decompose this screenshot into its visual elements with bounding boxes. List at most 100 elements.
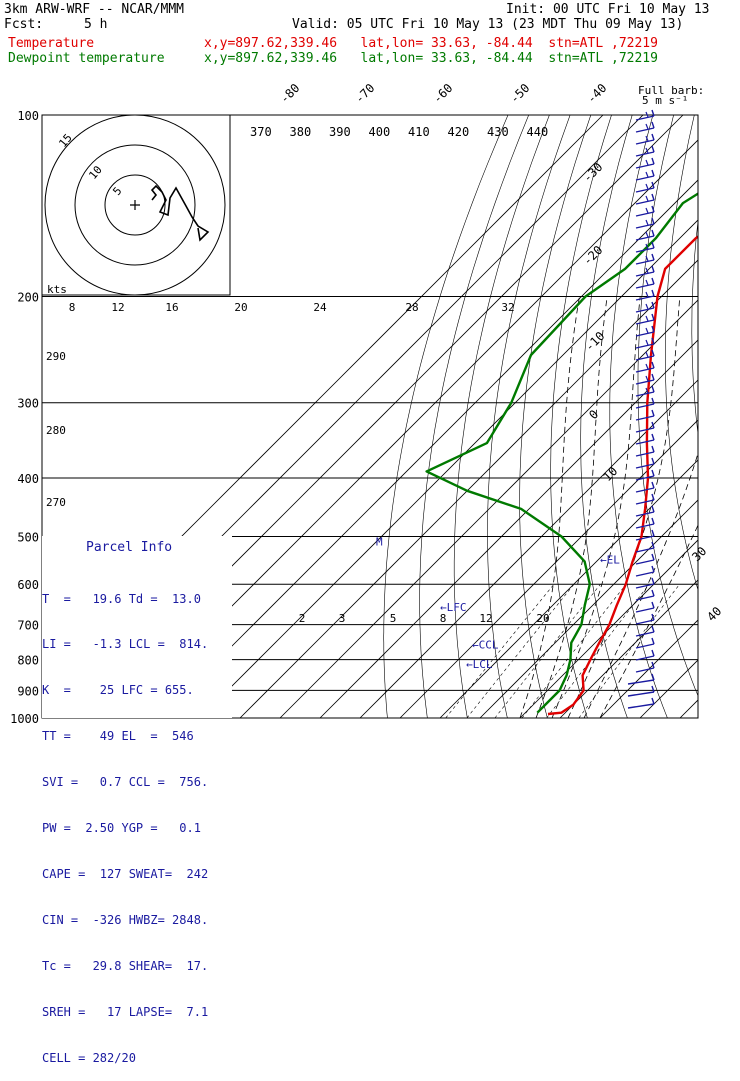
wind-barb (635, 313, 655, 325)
isotherm-label: 40 (704, 604, 724, 624)
pressure-label: 300 (17, 397, 39, 411)
wind-barb-flag (651, 241, 655, 249)
hodograph-speed-label: 8 (69, 301, 76, 314)
wind-barb (635, 337, 655, 349)
wind-barb-flag (651, 625, 655, 633)
wind-barb (635, 625, 655, 637)
isotherm-line (239, 259, 698, 718)
wind-barb (635, 433, 655, 445)
dry-adiabat-line (383, 115, 509, 718)
wind-barb-flag (651, 601, 655, 609)
wind-barb-staff (635, 631, 655, 637)
temperature-station-info: x,y=897.62,339.46 lat,lon= 33.63, -84.44… (204, 36, 658, 51)
wind-barb-staff (627, 679, 655, 685)
wind-barb-flag (651, 277, 655, 285)
wind-barb-staff (635, 499, 655, 505)
wind-barb-staff (635, 367, 655, 373)
wind-barb-flag (645, 327, 649, 334)
wind-barb (627, 697, 655, 709)
wind-barb-flag (645, 279, 649, 286)
wind-barb-flag (651, 685, 655, 693)
parcel-info-bg (42, 536, 232, 718)
wind-barb-staff (635, 331, 655, 337)
wind-barb-staff (635, 571, 655, 577)
wind-barb (635, 145, 655, 157)
wind-barb (635, 181, 655, 193)
isotherm-line (519, 539, 698, 718)
wind-barb-flag (651, 145, 655, 153)
wind-barb (635, 481, 655, 493)
wind-barb-staff (635, 343, 655, 349)
wind-barb-flag (651, 337, 655, 345)
theta-label: 270 (46, 496, 66, 509)
wind-barb-flag (651, 361, 655, 369)
wind-barb-staff (635, 607, 655, 613)
wind-barb (635, 361, 655, 373)
wind-barb (635, 589, 655, 601)
wind-barb (627, 685, 655, 697)
wind-barb (635, 265, 655, 277)
dewpoint-legend: Dewpoint temperature (8, 51, 165, 66)
wind-barb-staff (635, 211, 655, 217)
wind-barb-staff (635, 115, 655, 121)
wind-barb-flag (651, 409, 655, 417)
mixing-ratio-label: 2 (299, 612, 306, 625)
wind-barb-staff (635, 583, 655, 589)
wind-barb-flag (645, 243, 649, 250)
parcel-row: CIN = -326 HWBZ= 2848. (42, 912, 209, 927)
wind-barb-flag (645, 303, 649, 310)
dry-adiabat-line (487, 115, 571, 718)
temperature-line (547, 235, 698, 716)
wind-barb (635, 469, 655, 481)
wind-barb (635, 109, 655, 121)
pressure-label: 1000 (10, 712, 39, 726)
wind-barb-flag (645, 291, 649, 298)
dry-adiabat-line (550, 115, 612, 718)
wind-barb (635, 133, 655, 145)
wind-barb-flag (651, 385, 655, 393)
wind-barb-staff (635, 295, 655, 301)
wind-barb-flag (651, 613, 655, 621)
parcel-row: TT = 49 EL = 546 (42, 729, 194, 744)
wind-barb-flag (645, 207, 649, 214)
parcel-info-title: Parcel Info (86, 540, 173, 555)
wind-barb-staff (635, 415, 655, 421)
wind-barb-flag (645, 111, 649, 118)
wind-barb (635, 457, 655, 469)
wind-barb-staff (635, 391, 655, 397)
parcel-row: CELL = 282/20 (42, 1050, 136, 1065)
pressure-label: 900 (17, 684, 39, 698)
level-annotation: ←EL (600, 554, 620, 567)
wind-barb-staff (635, 199, 655, 205)
wind-barb-flag (651, 553, 655, 561)
wind-barb (635, 205, 655, 217)
plot-frame (41, 114, 699, 719)
wind-barb-flag (651, 589, 655, 597)
wind-barb-flag (645, 135, 649, 142)
model-title: 3km ARW-WRF -- NCAR/MMM (4, 2, 185, 17)
wind-barb (635, 229, 655, 241)
wind-barb-flag (651, 421, 655, 429)
wind-barb-flag (651, 577, 655, 585)
dry-adiabat-line (637, 115, 698, 697)
wind-barb-flag (645, 231, 649, 238)
wind-barb-staff (635, 667, 655, 673)
mixing-ratio-label: 3 (339, 612, 346, 625)
wind-barb-flag (651, 505, 655, 513)
isotherm-label: -60 (430, 81, 455, 106)
temperature-legend: Temperature (8, 36, 95, 51)
wind-barb-flag (651, 133, 655, 141)
wind-barb-flag (645, 183, 649, 190)
isotherm-line (679, 699, 698, 718)
wind-barb (635, 217, 655, 229)
wind-barb-flag (651, 517, 655, 525)
dry-adiabat-line (419, 115, 529, 718)
isotherm-label: -50 (507, 81, 532, 106)
wind-barb (635, 193, 655, 205)
parcel-row: LI = -1.3 LCL = 814. (42, 637, 209, 652)
wind-barb (635, 529, 655, 541)
wind-barb-staff (635, 247, 655, 253)
level-annotation: ←LCL (466, 658, 493, 671)
parcel-row: CAPE = 127 SWEAT= 242 (42, 866, 209, 881)
dry-adiabat-line (691, 218, 698, 437)
